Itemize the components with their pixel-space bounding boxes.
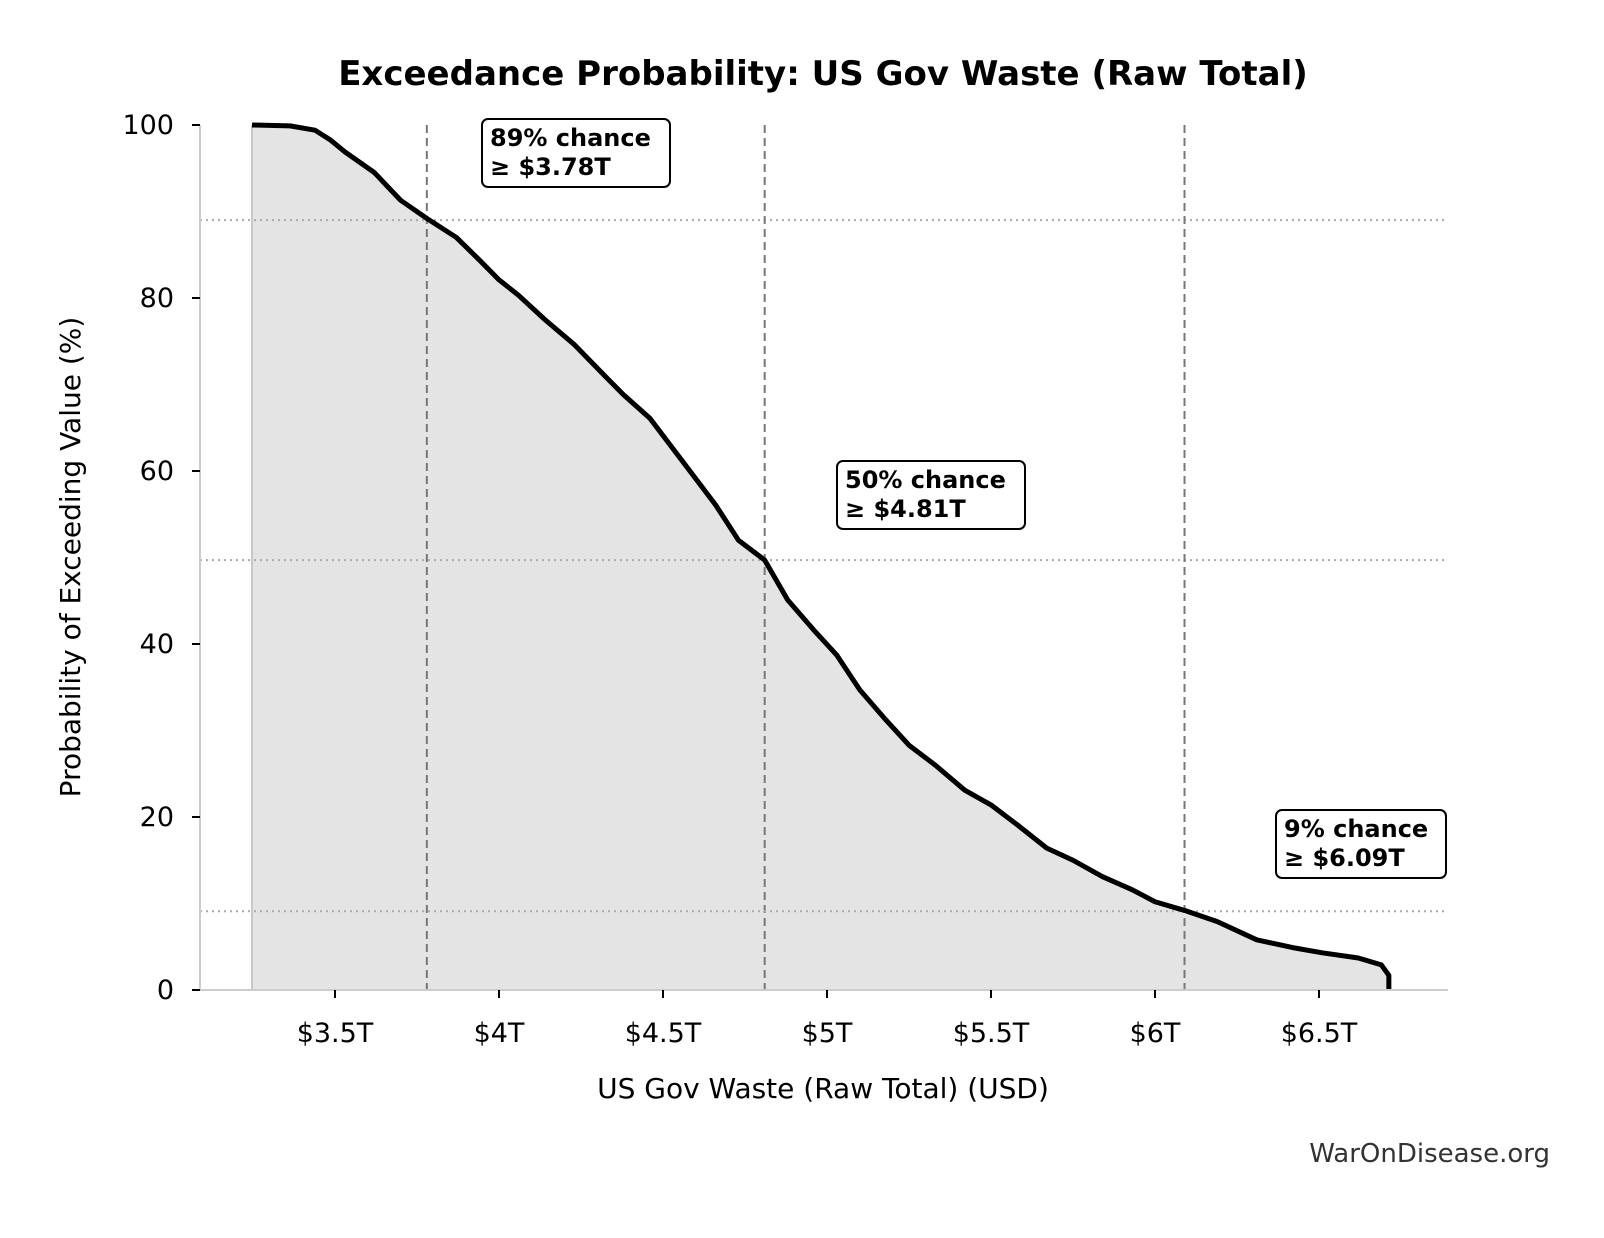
annotation-threshold: ≥ $4.81T <box>845 495 966 523</box>
annotation-threshold: ≥ $3.78T <box>490 153 611 181</box>
annotation-probability: 9% chance <box>1284 815 1428 843</box>
y-tick-label: 40 <box>140 629 174 660</box>
chart-title: Exceedance Probability: US Gov Waste (Ra… <box>338 54 1308 94</box>
y-tick-label: 100 <box>122 110 174 141</box>
x-tick-label: $4T <box>474 1018 525 1049</box>
annotation-box <box>836 460 1026 530</box>
y-tick-label: 20 <box>140 802 174 833</box>
source-credit: WarOnDisease.org <box>1309 1139 1550 1169</box>
x-tick-label: $4.5T <box>625 1018 702 1049</box>
x-tick-label: $5T <box>802 1018 853 1049</box>
y-tick-label: 80 <box>140 283 174 314</box>
x-tick-label: $6T <box>1130 1018 1181 1049</box>
x-tick-label: $5.5T <box>953 1018 1030 1049</box>
y-tick-label: 60 <box>140 456 174 487</box>
x-tick-label: $6.5T <box>1281 1018 1358 1049</box>
annotation-box <box>481 118 671 188</box>
y-axis-label: Probability of Exceeding Value (%) <box>54 317 87 798</box>
exceedance-curve <box>251 122 1392 990</box>
x-tick-label: $3.5T <box>297 1018 374 1049</box>
annotation-box <box>1275 809 1447 879</box>
x-axis-label: US Gov Waste (Raw Total) (USD) <box>597 1072 1049 1105</box>
annotation-probability: 50% chance <box>845 466 1006 494</box>
annotation-probability: 89% chance <box>490 124 651 152</box>
annotation-threshold: ≥ $6.09T <box>1284 844 1405 872</box>
y-tick-label: 0 <box>157 975 174 1006</box>
area-fill <box>252 125 1389 990</box>
